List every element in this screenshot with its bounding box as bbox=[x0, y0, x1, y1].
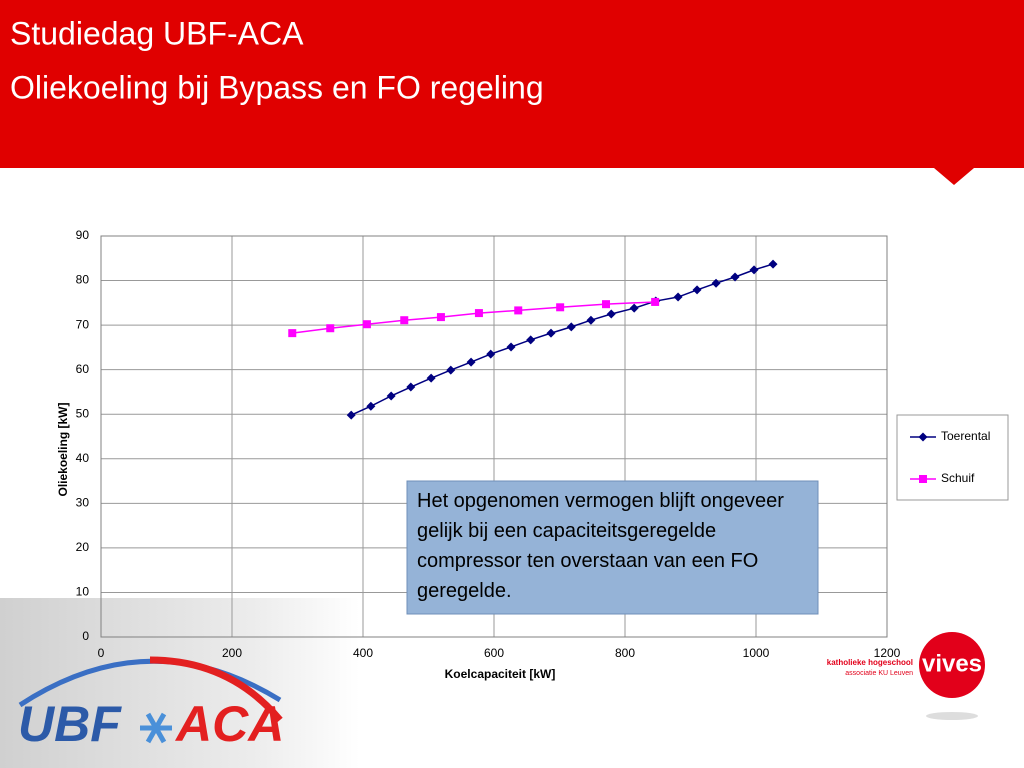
x-axis-label: Koelcapaciteit [kW] bbox=[445, 667, 556, 681]
marker bbox=[362, 320, 371, 329]
school-name: katholieke hogeschool bbox=[827, 658, 913, 667]
x-tick-label: 0 bbox=[98, 646, 105, 660]
association-name: associatie KU Leuven bbox=[845, 670, 913, 677]
marker bbox=[566, 322, 576, 332]
marker bbox=[288, 329, 297, 338]
marker bbox=[749, 265, 759, 275]
header-notch bbox=[934, 168, 974, 185]
legend-marker bbox=[918, 432, 928, 442]
marker bbox=[651, 297, 660, 306]
y-tick-label: 10 bbox=[76, 585, 90, 599]
header-band bbox=[0, 0, 1024, 168]
y-tick-label: 70 bbox=[76, 317, 90, 331]
callout-text: Het opgenomen vermogen blijft ongeveer g… bbox=[417, 490, 784, 602]
y-tick-label: 30 bbox=[76, 496, 90, 510]
series-line bbox=[350, 263, 774, 416]
marker bbox=[556, 303, 565, 312]
slide-subtitle: Oliekoeling bij Bypass en FO regeling bbox=[10, 69, 544, 105]
legend-label: Toerental bbox=[941, 429, 990, 443]
callout-box bbox=[406, 480, 819, 615]
vives-circle bbox=[919, 632, 985, 698]
snowflake bbox=[140, 712, 172, 744]
x-tick-label: 1200 bbox=[874, 646, 901, 660]
x-tick-label: 1000 bbox=[743, 646, 770, 660]
marker bbox=[629, 303, 639, 313]
marker bbox=[730, 272, 740, 282]
marker bbox=[586, 315, 596, 325]
marker bbox=[526, 335, 536, 345]
marker bbox=[426, 373, 436, 383]
marker bbox=[436, 313, 445, 322]
y-tick-label: 20 bbox=[76, 540, 90, 554]
marker bbox=[366, 401, 376, 411]
y-tick-label: 60 bbox=[76, 362, 90, 376]
marker bbox=[386, 391, 396, 401]
aca-swoosh bbox=[149, 656, 283, 723]
marker bbox=[602, 300, 611, 309]
marker bbox=[606, 309, 616, 319]
x-tick-label: 200 bbox=[222, 646, 242, 660]
y-tick-label: 50 bbox=[76, 406, 90, 420]
marker bbox=[346, 410, 356, 420]
legend: Toerental Schuif bbox=[910, 429, 990, 485]
marker bbox=[768, 259, 778, 269]
y-tick-label: 80 bbox=[76, 273, 90, 287]
legend-box bbox=[896, 414, 1009, 501]
plot-frame bbox=[100, 235, 888, 638]
marker bbox=[446, 365, 456, 375]
marker bbox=[514, 306, 523, 315]
y-tick-label: 0 bbox=[82, 629, 89, 643]
x-tick-label: 800 bbox=[615, 646, 635, 660]
slide-title: Studiedag UBF-ACA bbox=[10, 15, 304, 51]
y-tick-label: 40 bbox=[76, 451, 90, 465]
marker bbox=[692, 285, 702, 295]
marker bbox=[466, 357, 476, 367]
legend-label: Schuif bbox=[941, 471, 975, 485]
aca-logo: ACA bbox=[174, 696, 284, 752]
marker bbox=[546, 328, 556, 338]
marker bbox=[406, 382, 416, 392]
callout: Het opgenomen vermogen blijft ongeveer g… bbox=[417, 490, 784, 602]
y-tick-label: 90 bbox=[76, 228, 90, 242]
marker bbox=[486, 349, 496, 359]
vives-shadow bbox=[926, 712, 978, 720]
marker bbox=[711, 278, 721, 288]
x-tick-label: 600 bbox=[484, 646, 504, 660]
y-axis-label: Oliekoeling [kW] bbox=[56, 402, 70, 496]
marker bbox=[474, 309, 483, 318]
vives-logo: vives bbox=[922, 650, 982, 677]
legend-marker bbox=[919, 475, 927, 483]
ubf-logo: UBF bbox=[18, 696, 122, 752]
marker bbox=[506, 342, 516, 352]
marker bbox=[326, 324, 335, 333]
series-line bbox=[292, 301, 656, 334]
marker bbox=[673, 292, 683, 302]
marker bbox=[400, 316, 409, 325]
x-tick-label: 400 bbox=[353, 646, 373, 660]
